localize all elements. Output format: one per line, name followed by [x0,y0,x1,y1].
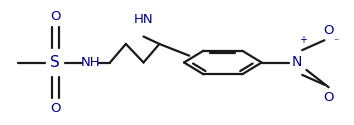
Text: O: O [323,91,334,104]
Text: O: O [50,102,61,115]
Text: NH: NH [81,56,101,69]
Text: HN: HN [134,13,153,26]
Text: S: S [51,55,60,70]
Text: O: O [50,10,61,23]
Text: ⁻: ⁻ [333,38,338,48]
Text: N: N [292,56,302,70]
Text: +: + [299,35,307,45]
Text: O: O [323,24,334,37]
